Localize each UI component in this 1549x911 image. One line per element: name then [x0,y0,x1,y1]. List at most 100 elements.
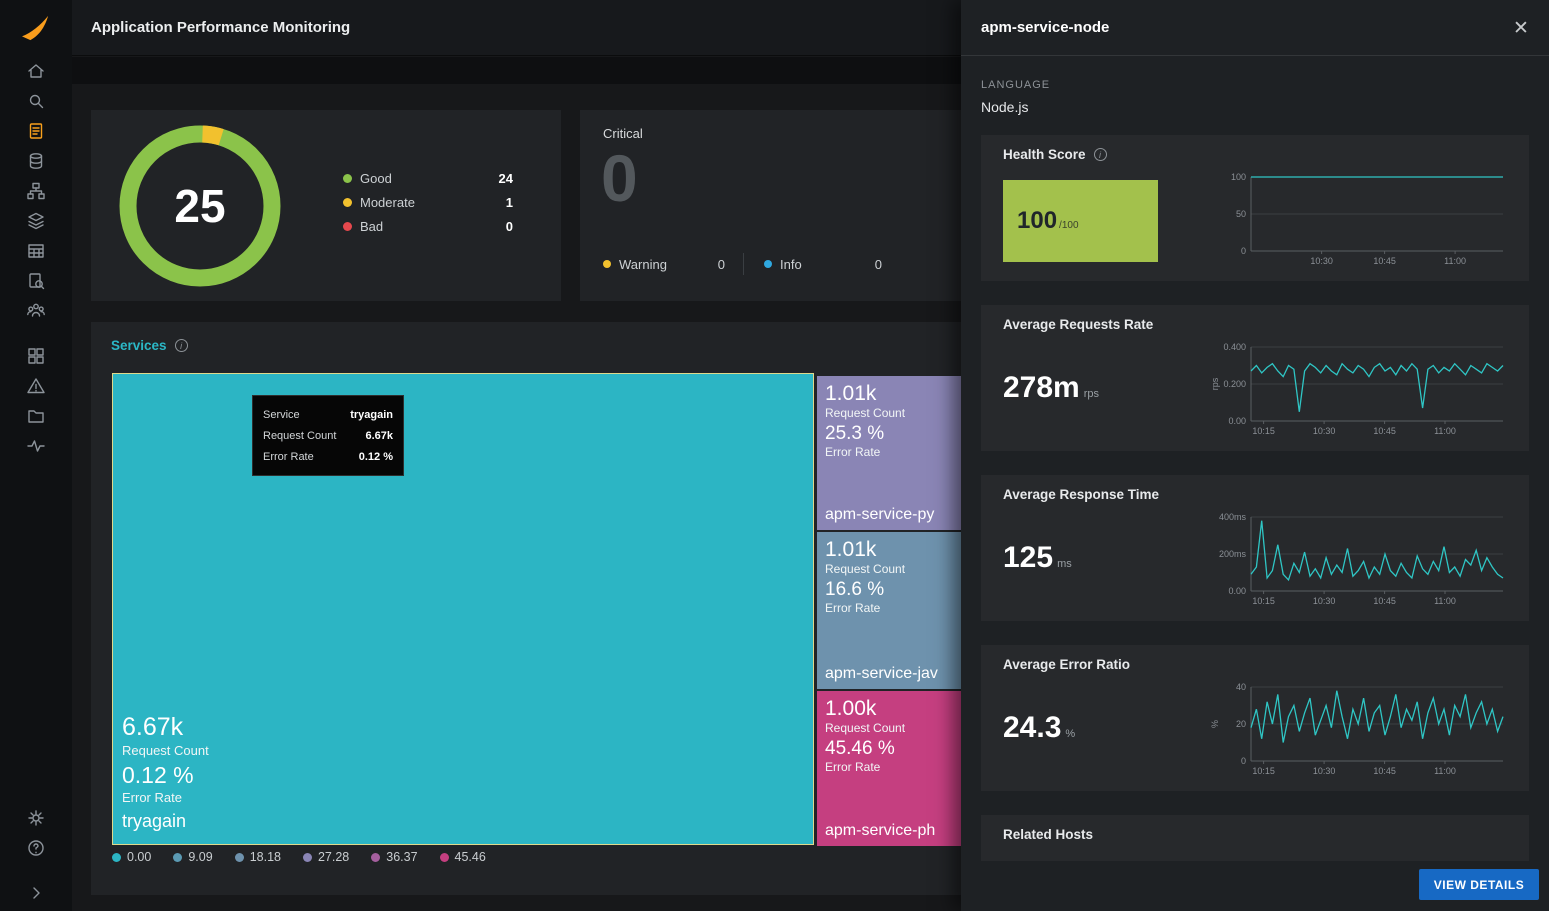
home-icon[interactable] [24,59,48,83]
cell-request-count: 1.01k [825,538,877,561]
info-label: Info [780,256,802,272]
moderate-dot [343,197,352,207]
legend-row-bad[interactable]: Bad 0 [343,214,513,238]
warning-dot [603,260,611,268]
svg-text:10:45: 10:45 [1373,596,1396,606]
treemap-cell-tryagain[interactable]: 6.67k Request Count 0.12 % Error Rate tr… [112,373,814,845]
legend-item[interactable]: 36.37 [371,850,418,864]
svg-text:20: 20 [1236,719,1246,729]
collapse-chevron-icon[interactable] [24,881,48,905]
database-icon[interactable] [24,149,48,173]
legend-item[interactable]: 18.18 [234,850,281,864]
topology-icon[interactable] [24,179,48,203]
treemap-legend: 0.00 9.09 18.18 27.28 36.37 45.46 [112,850,508,864]
alerts-icon[interactable] [24,374,48,398]
legend-row-good[interactable]: Good 24 [343,166,513,190]
svg-text:11:00: 11:00 [1434,596,1456,606]
moderate-label: Moderate [360,194,415,210]
query-search-icon[interactable] [24,269,48,293]
svg-text:50: 50 [1236,209,1246,219]
cell-request-count: 6.67k [122,713,184,741]
projects-icon[interactable] [24,404,48,428]
help-icon[interactable] [24,836,48,860]
treemap-tooltip: Service tryagain Request Count 6.67k Error… [252,395,404,476]
svg-text:11:00: 11:00 [1434,766,1456,776]
bad-dot [343,221,352,231]
good-label: Good [360,170,392,186]
requests-rate-metric: 278m rps [1003,371,1099,405]
treemap-cell-jav[interactable]: 1.01k Request Count 16.6 % Error Rate ap… [817,532,965,689]
cell-error-rate: 45.46 % [825,738,895,759]
moderate-value: 1 [505,194,513,210]
legend-dot [371,852,381,862]
cell-error-rate: 0.12 % [122,762,194,788]
settings-gear-icon[interactable] [24,806,48,830]
activity-icon[interactable] [24,434,48,458]
health-score-chart: 100 50 0 10:30 10:45 11:00 [1209,171,1511,267]
sidebar [0,0,72,911]
language-label: LANGUAGE [981,79,1051,91]
svg-text:0.00: 0.00 [1228,586,1246,596]
error-ratio-metric: 24.3 % [1003,711,1075,745]
cell-error-label: Error Rate [122,790,182,805]
treemap-cell-py[interactable]: 1.01k Request Count 25.3 % Error Rate ap… [817,376,965,530]
svg-text:10:45: 10:45 [1373,256,1396,266]
bad-label: Bad [360,218,384,234]
critical-label: Critical [603,126,643,141]
legend-item[interactable]: 0.00 [112,850,151,864]
cell-request-count: 1.00k [825,697,877,720]
related-hosts-card: Related Hosts [981,815,1529,861]
cell-request-count: 1.01k [825,382,877,405]
table-icon[interactable] [24,239,48,263]
svg-text:0.400: 0.400 [1223,342,1246,352]
svg-text:10:30: 10:30 [1313,766,1336,776]
error-ratio-value: 24.3 [1003,711,1062,744]
drawer-title: apm-service-node [981,19,1110,36]
legend-item[interactable]: 9.09 [173,850,213,864]
legend-dot [302,852,312,862]
warning-item[interactable]: Warning 0 [603,257,725,272]
users-icon[interactable] [24,299,48,323]
search-icon[interactable] [24,89,48,113]
dashboards-icon[interactable] [24,344,48,368]
legend-item[interactable]: 45.46 [439,850,486,864]
legend-item[interactable]: 27.28 [302,850,349,864]
legend-row-moderate[interactable]: Moderate 1 [343,190,513,214]
tooltip-value: 0.12 % [358,450,393,463]
cell-error-label: Error Rate [825,445,881,459]
health-donut-chart: 25 [117,123,283,289]
svg-text:100: 100 [1231,172,1246,182]
health-summary-panel: 25 Good 24 Moderate 1 Bad 0 [91,110,561,301]
card-title: Average Requests Rate [1003,317,1154,332]
response-time-card: Average Response Time 125 ms 400ms 200ms 0… [981,475,1529,621]
reports-icon[interactable] [24,119,48,143]
requests-rate-value: 278m [1003,371,1080,404]
services-info-icon[interactable]: i [174,339,188,352]
response-time-metric: 125 ms [1003,541,1072,575]
language-value: Node.js [981,99,1029,115]
tooltip-label: Error Rate [263,450,314,463]
view-details-button[interactable]: VIEW DETAILS [1419,869,1539,900]
close-icon[interactable]: ✕ [1513,17,1529,39]
card-title: Health Score i [1003,147,1107,162]
good-dot [343,173,352,183]
legend-dot [234,852,244,862]
info-item[interactable]: Info 0 [764,257,882,272]
total-services-count: 25 [174,180,226,232]
response-time-chart: 400ms 200ms 0.00 10:15 10:30 10:45 11:00 [1209,511,1511,607]
requests-rate-chart: 0.400 0.200 0.00 10:15 10:30 10:45 11:00 rps [1209,341,1511,437]
health-info-icon[interactable]: i [1093,148,1107,161]
cell-error-label: Error Rate [825,601,881,615]
vertical-divider [743,253,744,275]
alerts-summary-panel: Critical 0 Warning 0 Info 0 [580,110,1010,301]
svg-text:0: 0 [1241,246,1246,256]
card-title: Average Response Time [1003,487,1160,502]
solarwinds-logo[interactable] [20,0,52,56]
svg-text:10:30: 10:30 [1313,596,1336,606]
svg-text:10:30: 10:30 [1310,256,1333,266]
layers-icon[interactable] [24,209,48,233]
treemap-cell-ph[interactable]: 1.00k Request Count 45.46 % Error Rate a… [817,691,965,846]
error-ratio-card: Average Error Ratio 24.3 % 40 20 0 10:15 10:… [981,645,1529,791]
warning-label: Warning [619,256,667,272]
tooltip-value: 6.67k [365,429,393,442]
